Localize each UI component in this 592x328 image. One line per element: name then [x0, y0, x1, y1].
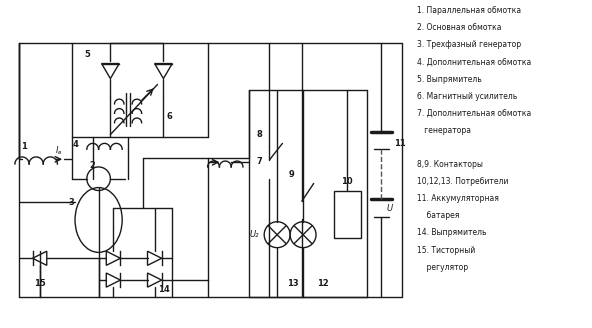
Text: 12: 12 [317, 279, 329, 288]
Text: 8: 8 [256, 130, 262, 139]
Text: 5: 5 [84, 51, 90, 59]
Text: 11. Аккумуляторная: 11. Аккумуляторная [417, 194, 498, 203]
Text: 1: 1 [21, 142, 27, 151]
Text: U: U [386, 204, 392, 213]
Text: $I_в$: $I_в$ [55, 145, 63, 157]
Text: генератора: генератора [417, 126, 471, 135]
Text: 2. Основная обмотка: 2. Основная обмотка [417, 23, 501, 32]
Text: 14. Выпрямитель: 14. Выпрямитель [417, 228, 486, 237]
Text: 6: 6 [166, 113, 172, 121]
Text: 15: 15 [34, 279, 46, 288]
Text: 2: 2 [90, 161, 96, 170]
Bar [334, 191, 361, 238]
Text: регулятор: регулятор [417, 263, 468, 272]
Text: 4. Дополнительная обмотка: 4. Дополнительная обмотка [417, 58, 531, 67]
Text: 11: 11 [394, 139, 406, 148]
Text: 10,12,13. Потребители: 10,12,13. Потребители [417, 177, 508, 186]
Text: 7. Дополнительная обмотка: 7. Дополнительная обмотка [417, 109, 531, 118]
Text: 10: 10 [342, 177, 353, 186]
Text: 8,9. Контакторы: 8,9. Контакторы [417, 160, 482, 169]
Text: 6. Магнитный усилитель: 6. Магнитный усилитель [417, 92, 517, 101]
Text: 13: 13 [287, 279, 299, 288]
Text: 5. Выпрямитель: 5. Выпрямитель [417, 75, 481, 84]
Text: 9: 9 [288, 170, 294, 178]
Text: 15. Тисторный: 15. Тисторный [417, 246, 475, 255]
Text: 7: 7 [256, 156, 262, 166]
Text: батарея: батарея [417, 211, 459, 220]
Text: 1. Параллельная обмотка: 1. Параллельная обмотка [417, 6, 521, 15]
Text: 3: 3 [68, 198, 74, 207]
Text: U₂: U₂ [250, 230, 259, 239]
Text: 3. Трехфазный генератор: 3. Трехфазный генератор [417, 40, 521, 50]
Text: 14: 14 [157, 285, 169, 294]
Text: 4: 4 [72, 140, 78, 149]
